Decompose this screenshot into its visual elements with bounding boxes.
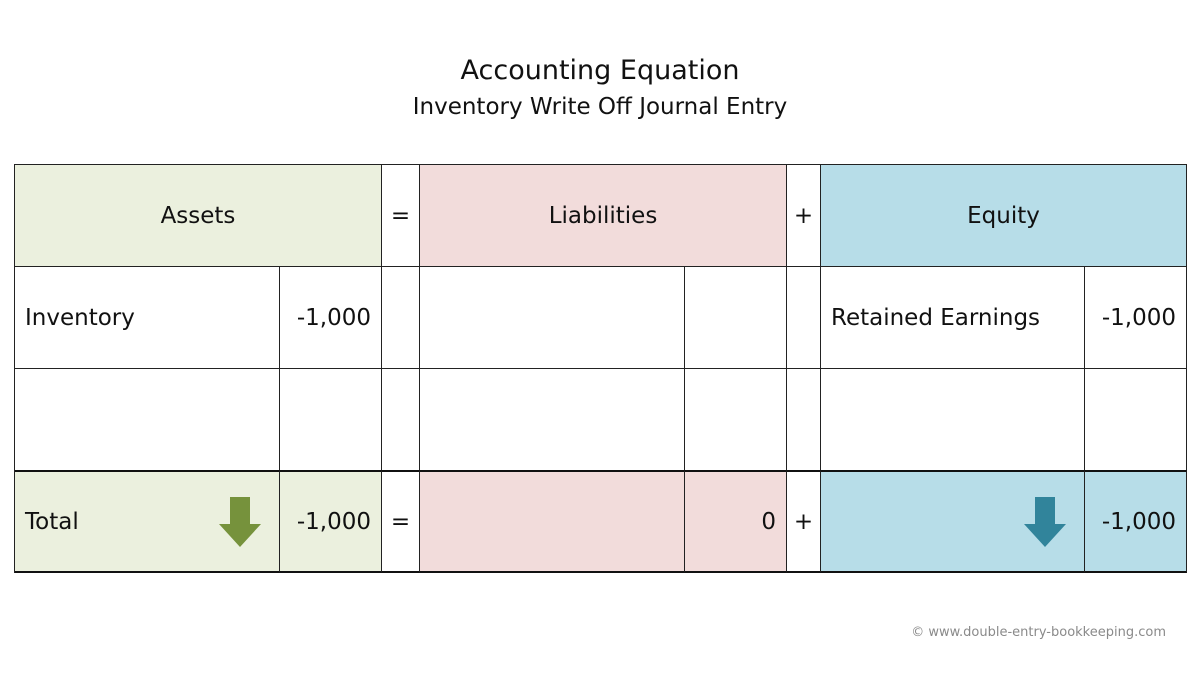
total-liability-label-cell — [420, 470, 685, 573]
operator-spacer-cell — [787, 369, 821, 471]
liability-value-cell — [685, 369, 787, 471]
assets-header: Assets — [15, 165, 382, 267]
liability-value-cell — [685, 267, 787, 369]
total-label-cell: Total — [15, 470, 280, 573]
total-liability-value: 0 — [685, 470, 787, 573]
copyright-notice[interactable]: © www.double-entry-bookkeeping.com — [911, 625, 1166, 640]
total-equity-value: -1,000 — [1085, 470, 1187, 573]
liability-account-cell — [420, 267, 685, 369]
equity-account-cell: Retained Earnings — [821, 267, 1085, 369]
equity-account-cell — [821, 369, 1085, 471]
down-arrow-icon — [219, 496, 261, 547]
liability-account-cell — [420, 369, 685, 471]
down-arrow-icon — [1024, 496, 1066, 547]
asset-value-cell — [280, 369, 382, 471]
operator-spacer-cell — [382, 369, 420, 471]
total-equity-label-cell — [821, 470, 1085, 573]
accounting-equation-table: Assets = Liabilities + Equity Inventory … — [14, 164, 1187, 573]
equity-value-cell: -1,000 — [1085, 267, 1187, 369]
total-equals-sign: = — [382, 470, 420, 573]
equity-header: Equity — [821, 165, 1187, 267]
liabilities-header: Liabilities — [420, 165, 787, 267]
asset-account-cell — [15, 369, 280, 471]
operator-spacer-cell — [787, 267, 821, 369]
asset-value-cell: -1,000 — [280, 267, 382, 369]
page-title: Accounting Equation — [460, 55, 740, 86]
total-label: Total — [25, 508, 79, 535]
plus-sign-header: + — [787, 165, 821, 267]
total-asset-value: -1,000 — [280, 470, 382, 573]
equity-value-cell — [1085, 369, 1187, 471]
total-plus-sign: + — [787, 470, 821, 573]
operator-spacer-cell — [382, 267, 420, 369]
page-subtitle: Inventory Write Off Journal Entry — [412, 94, 788, 120]
asset-account-cell: Inventory — [15, 267, 280, 369]
equals-sign-header: = — [382, 165, 420, 267]
